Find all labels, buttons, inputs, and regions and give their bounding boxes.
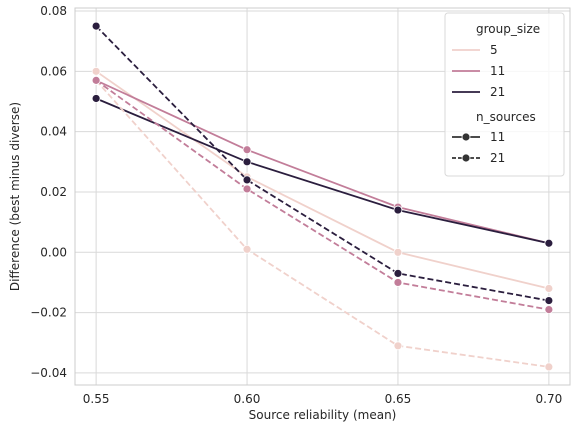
data-point	[242, 244, 252, 254]
ticks: 0.55 0.60 0.65 0.70 −0.04 −0.02 0.00 0.02 0.04 0.…	[30, 4, 562, 406]
data-point	[242, 175, 252, 185]
series-layer	[91, 21, 554, 372]
x-tick-label: 0.65	[385, 392, 412, 406]
legend: group_size n_sources 5 11 21 11 21	[444, 12, 565, 177]
legend-box	[444, 12, 565, 177]
x-tick-label: 0.55	[83, 392, 110, 406]
x-tick-label: 0.60	[234, 392, 261, 406]
data-point	[242, 157, 252, 167]
data-point	[91, 94, 101, 103]
data-point	[393, 278, 403, 287]
data-point	[544, 284, 554, 293]
legend-marker	[461, 153, 471, 163]
y-tick-label: 0.00	[40, 245, 67, 259]
series-line	[95, 79, 550, 311]
y-tick-label: 0.08	[40, 4, 67, 18]
series-line	[95, 79, 550, 245]
data-point	[544, 362, 554, 372]
data-point	[544, 238, 554, 248]
legend-entry-group-size: 5	[490, 43, 498, 57]
series-line	[95, 79, 550, 368]
y-tick-label: −0.04	[30, 366, 67, 380]
x-tick-label: 0.70	[536, 392, 563, 406]
data-point	[393, 269, 403, 278]
legend-title-n-sources: n_sources	[476, 110, 536, 124]
y-tick-label: 0.02	[40, 185, 67, 199]
x-axis-label: Source reliability (mean)	[249, 408, 397, 422]
legend-marker	[461, 132, 471, 142]
data-point	[91, 75, 101, 85]
y-tick-label: 0.04	[40, 125, 67, 139]
y-tick-label: −0.02	[30, 306, 67, 320]
data-point	[91, 66, 101, 76]
series-group-size-21-n-sources-21	[91, 21, 554, 305]
data-point	[544, 296, 554, 305]
legend-entry-n-sources: 11	[490, 130, 505, 144]
legend-entry-group-size: 11	[490, 64, 505, 78]
series-line	[95, 25, 550, 302]
y-tick-label: 0.06	[40, 64, 67, 78]
data-point	[393, 341, 403, 351]
series-line	[95, 70, 550, 290]
legend-title-group-size: group_size	[476, 22, 540, 36]
data-point	[91, 21, 101, 31]
data-point	[393, 205, 403, 215]
data-point	[242, 184, 252, 194]
y-axis-label: Difference (best minus diverse)	[8, 102, 22, 291]
data-point	[393, 247, 403, 257]
plot-frame	[74, 7, 571, 386]
legend-entry-n-sources: 21	[490, 151, 505, 165]
data-point	[242, 145, 252, 155]
legend-entry-group-size: 21	[490, 85, 505, 99]
series-group-size-21-n-sources-11	[91, 94, 554, 248]
data-point	[544, 305, 554, 315]
series-group-size-11-n-sources-21	[91, 75, 554, 315]
series-line	[95, 97, 550, 245]
series-group-size-5-n-sources-21	[91, 75, 554, 372]
